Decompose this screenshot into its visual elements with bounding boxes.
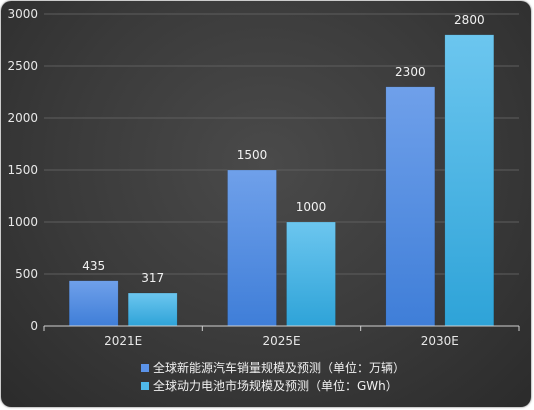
y-tick-label: 1500	[7, 163, 38, 177]
y-tick-label: 2000	[7, 111, 38, 125]
bar-ev-sales-2025E	[227, 169, 277, 327]
bar-battery-market-2030E	[444, 34, 495, 327]
bar-ev-sales-2021E	[68, 280, 119, 327]
bar-ev-sales-2030E	[385, 86, 436, 327]
data-label: 1000	[296, 200, 327, 214]
y-tick-label: 1000	[7, 215, 38, 229]
y-tick-label: 3000	[7, 7, 38, 21]
bar-battery-market-2021E	[127, 292, 178, 327]
chart-legend: 全球新能源汽车销量规模及预测（单位：万辆） 全球动力电池市场规模及预测（单位：G…	[141, 359, 405, 395]
data-label: 435	[82, 259, 105, 273]
bar-battery-market-2025E	[286, 221, 336, 327]
legend-swatch	[141, 364, 149, 372]
legend-item-series-2: 全球动力电池市场规模及预测（单位：GWh）	[141, 377, 405, 395]
legend-swatch	[141, 382, 149, 390]
legend-label: 全球新能源汽车销量规模及预测（单位：万辆）	[153, 361, 406, 375]
data-label: 317	[141, 271, 164, 285]
legend-label: 全球动力电池市场规模及预测（单位：GWh）	[153, 379, 398, 393]
legend-item-series-1: 全球新能源汽车销量规模及预测（单位：万辆）	[141, 359, 405, 377]
x-tick-label: 2025E	[262, 334, 300, 348]
x-tick-label: 2021E	[104, 334, 142, 348]
data-label: 2800	[454, 13, 485, 27]
y-tick-label: 500	[15, 267, 38, 281]
data-label: 1500	[237, 148, 268, 162]
x-tick-label: 2030E	[421, 334, 459, 348]
y-tick-label: 2500	[7, 59, 38, 73]
y-tick-label: 0	[30, 319, 38, 333]
data-label: 2300	[395, 65, 426, 79]
